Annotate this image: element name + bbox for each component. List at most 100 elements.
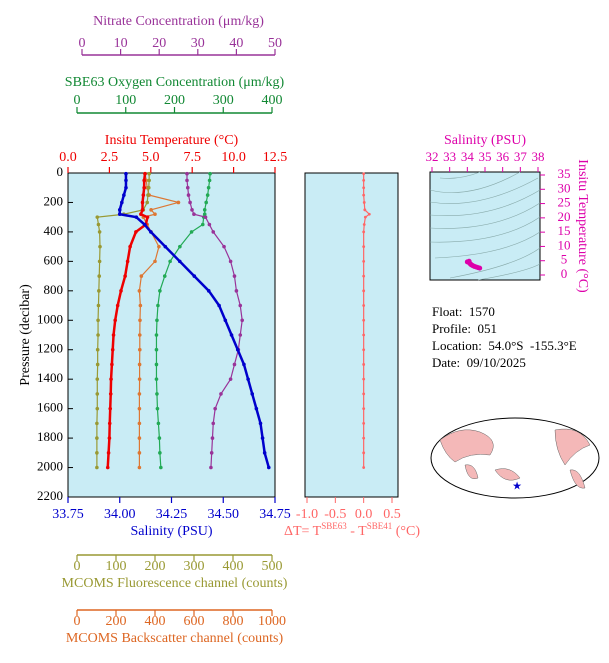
profile-point [137,289,142,293]
x-tick-label: 37 [514,149,528,164]
profile-point [154,362,159,367]
delta-point [362,377,366,381]
delta-point [362,466,366,469]
profile-point [105,465,110,470]
profile-point [124,178,128,183]
profile-point [211,230,216,234]
x-axis-title-sup: SBE41 [367,521,393,531]
x-tick-label: 35 [479,149,492,164]
profile-point [97,274,102,278]
profile-point [240,318,244,323]
delta-point [362,186,366,190]
y-tick-label: 600 [44,252,64,267]
x-tick-label: 0 [79,36,86,51]
profile-point [139,274,144,278]
profile-point [185,171,189,176]
y-tick-label: 2200 [37,488,63,503]
delta-plot-area [304,172,399,498]
profile-point [205,193,210,197]
delta-point [362,318,366,322]
x-tick-label: 32 [426,149,439,164]
profile-point [109,377,113,381]
profile-point [217,303,221,308]
profile-point [110,347,115,352]
profile-point [146,185,151,190]
profile-point [149,230,153,234]
x-axis-title-part: ΔT= T [284,524,322,539]
x-axis-title: ΔT= TSBE63 - TSBE41 (°C) [284,521,420,539]
x-tick-label: 500 [262,559,283,574]
profile-point [128,244,132,249]
profile-point [147,171,151,176]
profile-point [138,303,143,308]
y-tick-label: 400 [44,223,64,238]
delta-point [362,230,366,234]
profile-point [153,212,157,217]
delta-point [363,215,367,219]
x-tick-label: 12.5 [263,150,288,165]
y-tick-label: 1200 [37,341,63,356]
x-tick-label: 100 [115,93,136,108]
y-tick-label: 10 [558,237,571,252]
ts-density-contours [429,171,541,281]
profile-point [149,208,153,212]
profile-point [229,333,234,337]
x-tick-label: 34.50 [208,507,240,522]
ts-plot-area [429,171,541,281]
profile-point [235,347,240,352]
profile-point [111,333,116,337]
delta-point [362,407,366,411]
profile-point [134,215,139,219]
profile-point [138,318,142,323]
x-axis-title: MCOMS Fluorescence channel (counts) [62,576,288,591]
x-tick-label: 200 [145,559,166,574]
profile-point [142,185,146,190]
delta-point [362,436,366,440]
profile-point [207,222,212,227]
y-tick-label: 200 [44,193,64,208]
profile-point [206,185,211,190]
profile-point [137,347,142,352]
profile-point [189,230,194,234]
x-axis-title: Salinity (PSU) [130,524,212,539]
profile-point [262,451,267,455]
profile-point [157,436,162,440]
x-tick-label: 33 [443,149,456,164]
profile-point [156,303,160,308]
profile-point [155,406,160,411]
float-info: Profile: 051 [432,321,497,336]
x-tick-label: 0.0 [59,150,77,165]
profile-point [140,208,145,212]
x-tick-label: 34 [461,149,475,164]
x-tick-label: 40 [229,36,243,51]
profile-point [185,185,190,190]
profile-point [110,362,114,367]
profile-point [158,451,162,455]
y-tick-label: 20 [558,209,571,224]
x-tick-label: 0.0 [355,507,373,522]
x-tick-label: 300 [213,93,234,108]
x-tick-label: 300 [184,559,205,574]
profile-point [206,289,211,293]
profile-point [208,171,212,176]
profile-point [232,362,237,367]
profile-point [137,362,142,367]
profile-point [96,222,101,227]
profile-point [178,244,182,249]
profile-point [96,333,100,337]
x-tick-label: 10 [114,36,128,51]
float-info: Float: 1570 [432,304,495,319]
profile-point [97,230,102,234]
delta-point [362,421,366,425]
profile-point [137,406,142,411]
x-tick-label: -0.5 [324,507,346,522]
y-tick-label: 1600 [37,400,63,415]
x-tick-label: 400 [223,559,244,574]
profile-point [177,259,182,264]
profile-point [146,193,150,197]
profile-point [202,212,207,217]
profile-point [213,406,217,411]
x-axis-title: Insitu Temperature (°C) [105,133,239,148]
profile-point [124,185,128,190]
